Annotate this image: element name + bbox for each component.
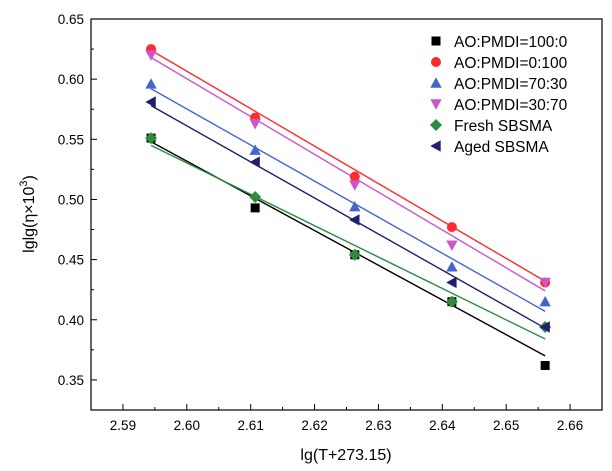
- data-point: [445, 295, 458, 308]
- data-point: [446, 222, 457, 233]
- legend-marker: [431, 57, 441, 67]
- fit-line: [150, 105, 546, 329]
- data-point: [446, 261, 458, 272]
- data-point: [446, 240, 458, 251]
- data-point: [249, 156, 260, 168]
- data-point: [145, 96, 156, 108]
- legend-label: Fresh SBSMA: [454, 118, 553, 135]
- legend-label: AO:PMDI=30:70: [454, 97, 568, 114]
- fit-line: [150, 49, 546, 282]
- y-tick-label: 0.45: [58, 253, 84, 268]
- data-point: [145, 50, 157, 61]
- y-axis-ticks: 0.35 0.40 0.45 0.50 0.55 0.60 0.65: [58, 12, 97, 388]
- data-point: [539, 296, 551, 307]
- data-point: [250, 203, 260, 213]
- x-axis-label: lg(T+273.15): [300, 447, 391, 464]
- data-point: [249, 191, 262, 204]
- data-point: [145, 78, 157, 89]
- fit-line: [150, 56, 546, 292]
- legend-marker: [430, 140, 441, 152]
- data-point: [145, 132, 158, 145]
- legend-label: Aged SBSMA: [454, 139, 549, 156]
- legend-label: AO:PMDI=100:0: [454, 34, 568, 51]
- fit-lines: [150, 49, 546, 357]
- legend: AO:PMDI=100:0 AO:PMDI=0:100 AO:PMDI=70:30 A…: [430, 34, 568, 156]
- data-point: [539, 321, 550, 333]
- y-tick-label: 0.65: [58, 12, 84, 27]
- x-tick-label: 2.64: [429, 418, 456, 433]
- legend-marker: [430, 77, 442, 88]
- x-tick-label: 2.60: [174, 418, 200, 433]
- y-axis-label-superscript: 3: [18, 180, 30, 186]
- x-axis-ticks: 2.59 2.60 2.61 2.62 2.63 2.64 2.65 2.66: [110, 404, 603, 433]
- y-axis-label: lglg(η×103): [18, 175, 38, 253]
- data-point: [539, 277, 551, 289]
- data-point: [349, 171, 360, 182]
- data-point: [249, 144, 261, 155]
- data-point: [540, 360, 550, 370]
- legend-marker: [430, 119, 442, 131]
- data-point: [349, 214, 360, 226]
- legend-marker: [430, 99, 442, 110]
- x-tick-label: 2.62: [301, 418, 327, 433]
- x-tick-label: 2.63: [365, 418, 391, 433]
- y-axis-label-tail: ): [21, 175, 38, 180]
- y-tick-label: 0.40: [58, 313, 84, 328]
- y-tick-label: 0.55: [58, 132, 84, 147]
- data-point: [349, 200, 361, 212]
- fit-line: [150, 88, 546, 312]
- data-point: [446, 276, 457, 289]
- fit-line: [150, 144, 546, 340]
- data-point: [348, 248, 361, 261]
- x-tick-label: 2.66: [557, 418, 583, 433]
- legend-label: AO:PMDI=0:100: [454, 55, 568, 72]
- legend-label: AO:PMDI=70:30: [454, 76, 568, 93]
- data-point: [349, 180, 361, 191]
- data-markers: [145, 44, 552, 370]
- y-tick-label: 0.35: [58, 373, 84, 388]
- y-tick-label: 0.50: [58, 192, 84, 207]
- y-tick-label: 0.60: [58, 72, 84, 87]
- legend-marker: [431, 36, 441, 46]
- data-point: [249, 118, 261, 130]
- x-tick-label: 2.61: [238, 418, 264, 433]
- x-tick-label: 2.59: [110, 418, 136, 433]
- x-tick-label: 2.65: [493, 418, 519, 433]
- y-axis-label-main: lglg(η×10: [21, 186, 38, 252]
